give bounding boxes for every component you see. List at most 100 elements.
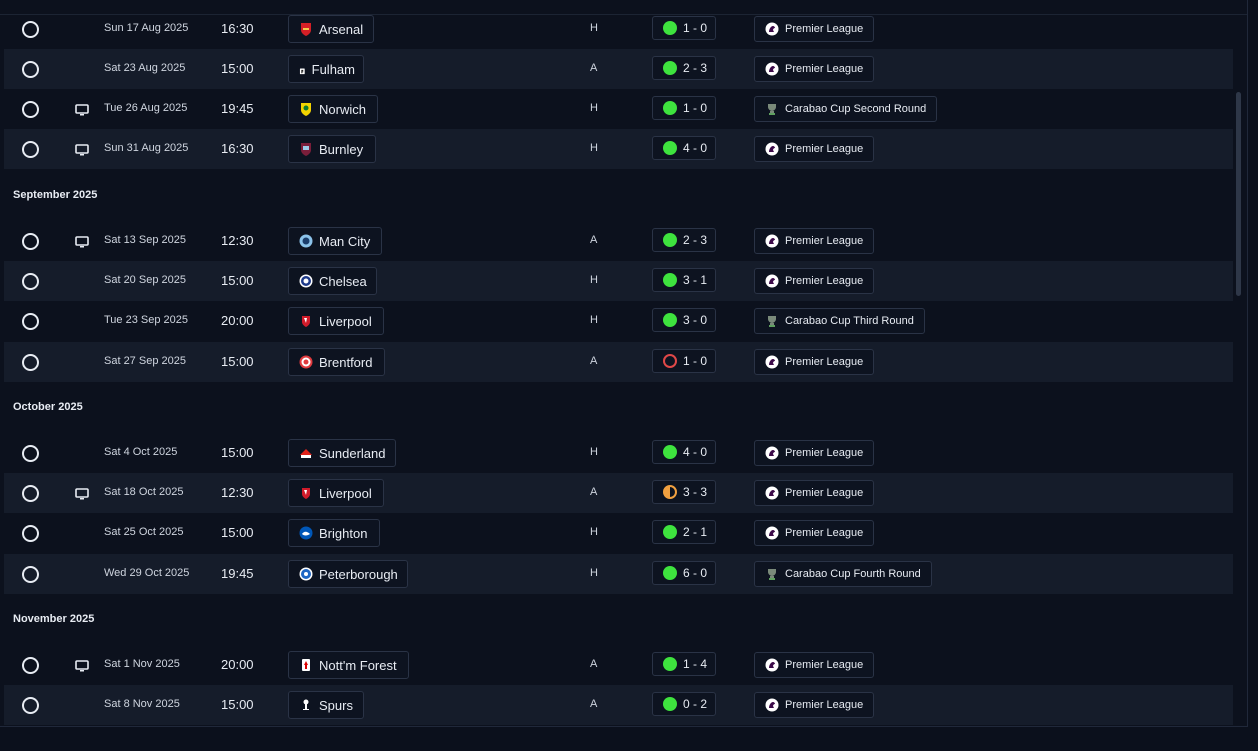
select-radio[interactable] xyxy=(22,273,39,290)
result-win-icon xyxy=(663,61,677,75)
competition-badge[interactable]: Carabao Cup Fourth Round xyxy=(754,561,932,587)
select-radio[interactable] xyxy=(22,525,39,542)
select-radio[interactable] xyxy=(22,101,39,118)
select-radio[interactable] xyxy=(22,566,39,583)
competition-badge[interactable]: Premier League xyxy=(754,692,875,718)
opponent-badge[interactable]: Sunderland xyxy=(288,439,396,467)
select-radio[interactable] xyxy=(22,697,39,714)
result-badge[interactable]: 0 - 2 xyxy=(652,692,716,716)
result-win-icon xyxy=(663,657,677,671)
result-badge[interactable]: 2 - 3 xyxy=(652,56,716,80)
competition-badge[interactable]: Carabao Cup Third Round xyxy=(754,308,925,334)
result-loss-icon xyxy=(663,354,677,368)
match-date: Sat 13 Sep 2025 xyxy=(104,234,186,246)
select-radio[interactable] xyxy=(22,657,39,674)
venue-indicator: H xyxy=(590,567,598,579)
kickoff-time: 12:30 xyxy=(221,485,254,500)
score: 1 - 0 xyxy=(683,101,708,115)
opponent-badge[interactable]: Brentford xyxy=(288,348,385,376)
opponent-badge[interactable]: Liverpool xyxy=(288,307,384,335)
result-badge[interactable]: 4 - 0 xyxy=(652,136,716,160)
fixture-row[interactable]: Tue 23 Sep 2025 20:00 Liverpool H 3 - 0 … xyxy=(4,301,1233,341)
fixture-row[interactable]: Wed 29 Oct 2025 19:45 Peterborough H 6 -… xyxy=(4,554,1233,594)
match-date: Sun 17 Aug 2025 xyxy=(104,22,189,34)
result-win-icon xyxy=(663,21,677,35)
match-date: Sat 4 Oct 2025 xyxy=(104,446,178,458)
opponent-badge[interactable]: Burnley xyxy=(288,135,376,163)
fixture-row[interactable]: Sat 18 Oct 2025 12:30 Liverpool A 3 - 3 … xyxy=(4,473,1233,513)
result-badge[interactable]: 4 - 0 xyxy=(652,440,716,464)
result-badge[interactable]: 1 - 0 xyxy=(652,96,716,120)
result-badge[interactable]: 3 - 3 xyxy=(652,480,716,504)
result-badge[interactable]: 2 - 3 xyxy=(652,228,716,252)
opponent-badge[interactable]: Arsenal xyxy=(288,15,374,43)
result-badge[interactable]: 3 - 0 xyxy=(652,308,716,332)
result-badge[interactable]: 2 - 1 xyxy=(652,520,716,544)
opponent-badge[interactable]: Norwich xyxy=(288,95,378,123)
competition-badge[interactable]: Premier League xyxy=(754,520,875,546)
competition-badge[interactable]: Premier League xyxy=(754,480,875,506)
result-badge[interactable]: 1 - 0 xyxy=(652,16,716,40)
opponent-name: Arsenal xyxy=(319,21,364,37)
select-radio[interactable] xyxy=(22,445,39,462)
result-badge[interactable]: 3 - 1 xyxy=(652,268,716,292)
scrollbar-thumb[interactable] xyxy=(1236,92,1241,296)
select-radio[interactable] xyxy=(22,313,39,330)
opponent-badge[interactable]: Spurs xyxy=(288,691,364,719)
kickoff-time: 15:00 xyxy=(221,697,254,712)
select-radio[interactable] xyxy=(22,61,39,78)
result-win-icon xyxy=(663,141,677,155)
fixture-row[interactable]: Sun 17 Aug 2025 16:30 Arsenal H 1 - 0 Pr… xyxy=(4,9,1233,49)
match-date: Sun 31 Aug 2025 xyxy=(104,142,189,154)
opponent-badge[interactable]: Nott'm Forest xyxy=(288,651,409,679)
competition-name: Premier League xyxy=(785,356,864,368)
match-date: Sat 23 Aug 2025 xyxy=(104,62,186,74)
fixture-row[interactable]: Sat 8 Nov 2025 15:00 Spurs A 0 - 2 Premi… xyxy=(4,685,1233,725)
select-radio[interactable] xyxy=(22,354,39,371)
fixture-row[interactable]: Sat 20 Sep 2025 15:00 Chelsea H 3 - 1 Pr… xyxy=(4,261,1233,301)
liverpool-crest-icon xyxy=(299,314,313,328)
fixture-row[interactable]: Tue 26 Aug 2025 19:45 Norwich H 1 - 0 Ca… xyxy=(4,89,1233,129)
kickoff-time: 20:00 xyxy=(221,313,254,328)
result-win-icon xyxy=(663,525,677,539)
fixture-row[interactable]: Sat 23 Aug 2025 15:00 Fulham A 2 - 3 Pre… xyxy=(4,49,1233,89)
result-badge[interactable]: 6 - 0 xyxy=(652,561,716,585)
competition-badge[interactable]: Premier League xyxy=(754,228,875,254)
competition-badge[interactable]: Premier League xyxy=(754,652,875,678)
tv-icon xyxy=(75,487,89,500)
fixture-row[interactable]: Sat 13 Sep 2025 12:30 Man City A 2 - 3 P… xyxy=(4,221,1233,261)
opponent-badge[interactable]: Man City xyxy=(288,227,382,255)
kickoff-time: 15:00 xyxy=(221,354,254,369)
score: 0 - 2 xyxy=(683,697,708,711)
select-radio[interactable] xyxy=(22,485,39,502)
opponent-badge[interactable]: Liverpool xyxy=(288,479,384,507)
fixture-row[interactable]: Sat 1 Nov 2025 20:00 Nott'm Forest A 1 -… xyxy=(4,645,1233,685)
opponent-name: Chelsea xyxy=(319,273,367,289)
opponent-badge[interactable]: Brighton xyxy=(288,519,380,547)
select-radio[interactable] xyxy=(22,21,39,38)
fixture-row[interactable]: Sat 25 Oct 2025 15:00 Brighton H 2 - 1 P… xyxy=(4,513,1233,553)
fixture-row[interactable]: Sat 4 Oct 2025 15:00 Sunderland H 4 - 0 … xyxy=(4,433,1233,473)
select-radio[interactable] xyxy=(22,233,39,250)
competition-badge[interactable]: Premier League xyxy=(754,268,875,294)
opponent-badge[interactable]: Fulham xyxy=(288,55,364,83)
fixture-row[interactable]: Sun 31 Aug 2025 16:30 Burnley H 4 - 0 Pr… xyxy=(4,129,1233,169)
result-win-icon xyxy=(663,445,677,459)
select-radio[interactable] xyxy=(22,141,39,158)
result-badge[interactable]: 1 - 0 xyxy=(652,349,716,373)
competition-badge[interactable]: Premier League xyxy=(754,440,875,466)
competition-badge[interactable]: Premier League xyxy=(754,16,875,42)
month-heading: November 2025 xyxy=(13,613,95,625)
venue-indicator: H xyxy=(590,274,598,286)
opponent-badge[interactable]: Chelsea xyxy=(288,267,377,295)
competition-badge[interactable]: Carabao Cup Second Round xyxy=(754,96,938,122)
score: 4 - 0 xyxy=(683,141,708,155)
competition-badge[interactable]: Premier League xyxy=(754,56,875,82)
competition-badge[interactable]: Premier League xyxy=(754,349,875,375)
fixture-row[interactable]: Sat 27 Sep 2025 15:00 Brentford A 1 - 0 … xyxy=(4,342,1233,382)
arsenal-crest-icon xyxy=(299,22,313,36)
result-badge[interactable]: 1 - 4 xyxy=(652,652,716,676)
opponent-name: Spurs xyxy=(319,697,353,713)
opponent-badge[interactable]: Peterborough xyxy=(288,560,408,588)
competition-badge[interactable]: Premier League xyxy=(754,136,875,162)
